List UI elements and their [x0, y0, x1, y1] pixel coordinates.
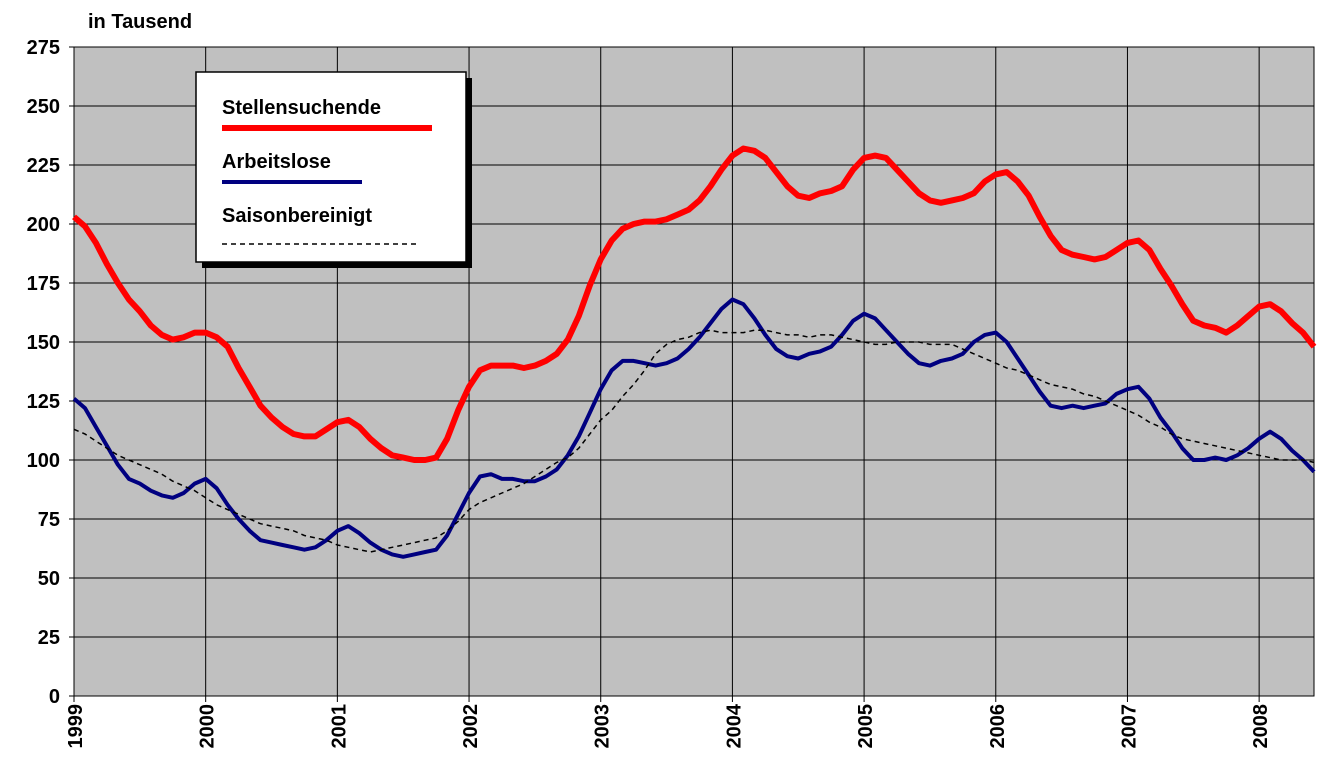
x-tick-label: 2001	[328, 704, 350, 749]
legend-box	[195, 71, 467, 263]
x-tick-label: 2002	[460, 704, 482, 749]
x-tick-label: 2004	[723, 703, 745, 748]
series-line	[72, 145, 1317, 463]
x-tick-label: 2007	[1118, 704, 1140, 749]
y-tick-label: 100	[27, 450, 60, 472]
x-tick-label: 2000	[197, 704, 219, 749]
legend-label: Stellensuchende	[222, 97, 381, 119]
x-tick-label: 2006	[987, 704, 1009, 749]
x-tick-label: 2008	[1250, 704, 1272, 749]
y-tick-label: 150	[27, 332, 60, 354]
y-tick-label: 250	[27, 96, 60, 118]
legend-label: Arbeitslose	[222, 151, 331, 173]
legend-label: Saisonbereinigt	[222, 205, 372, 227]
y-tick-label: 0	[49, 686, 60, 708]
y-tick-label: 50	[38, 568, 60, 590]
y-tick-label: 175	[27, 273, 60, 295]
y-tick-label: 75	[38, 509, 60, 531]
x-tick-label: 2003	[592, 704, 614, 749]
x-tick-label: 2005	[855, 704, 877, 749]
y-tick-label: 200	[27, 214, 60, 236]
y-tick-label: 125	[27, 391, 60, 413]
y-tick-label: 275	[27, 37, 60, 59]
x-tick-label: 1999	[65, 704, 87, 749]
legend: Stellensuchende Arbeitslose Saisonbereinig…	[195, 71, 472, 268]
series-line	[73, 329, 1315, 553]
y-axis-label: in Tausend	[88, 11, 192, 33]
y-tick-label: 25	[38, 627, 60, 649]
y-tick-label: 225	[27, 155, 60, 177]
